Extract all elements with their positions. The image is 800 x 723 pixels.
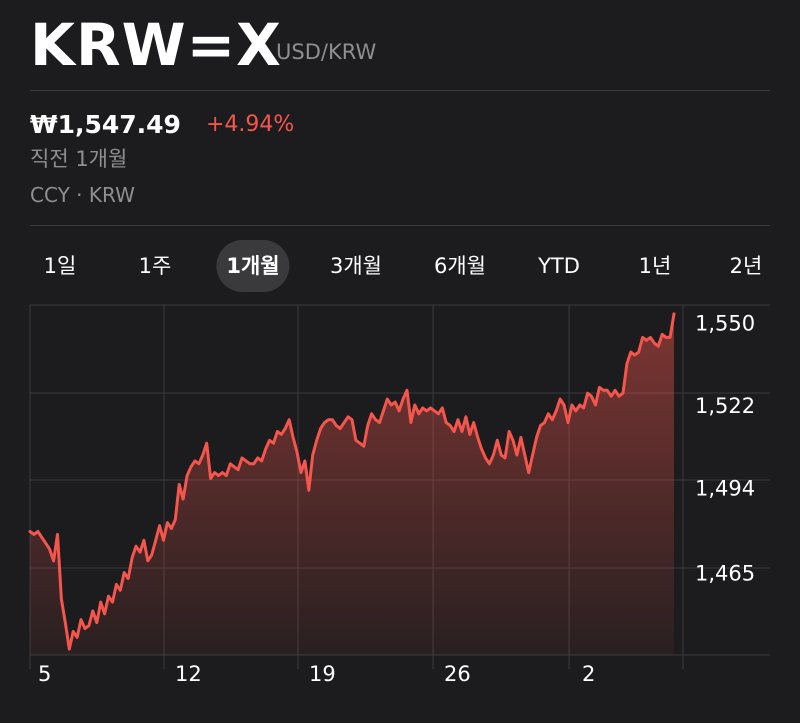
currency-meta: CCY · KRW [30, 183, 135, 207]
y-axis: 1,550 1,522 1,494 1,465 [695, 312, 755, 586]
x-tick-label: 2 [582, 662, 595, 686]
tab-2y[interactable]: 2년 [729, 254, 763, 278]
price-change: +4.94% [206, 112, 295, 137]
period-label: 직전 1개월 [30, 147, 128, 171]
header: KRW=X USD/KRW [30, 10, 770, 80]
tab-3m[interactable]: 3개월 [329, 254, 383, 278]
tab-ytd[interactable]: YTD [538, 254, 580, 278]
x-tick-label: 5 [38, 662, 51, 686]
x-tick-label: 26 [444, 662, 471, 686]
y-tick-label: 1,550 [695, 312, 755, 336]
tab-1y[interactable]: 1년 [638, 254, 672, 278]
tab-6m[interactable]: 6개월 [433, 254, 487, 278]
x-tick-label: 19 [309, 662, 336, 686]
price-line [28, 312, 676, 651]
ticker-symbol: KRW=X [30, 11, 282, 79]
tab-1d[interactable]: 1일 [43, 254, 77, 278]
current-price: ₩1,547.49 [30, 110, 181, 139]
x-axis: 5 12 19 26 2 [38, 662, 595, 686]
y-tick-label: 1,465 [695, 562, 755, 586]
divider [30, 90, 770, 91]
tab-1w[interactable]: 1주 [138, 254, 172, 278]
price-chart[interactable]: 1,550 1,522 1,494 1,465 5 12 19 26 2 [0, 300, 800, 723]
y-tick-label: 1,494 [695, 476, 755, 500]
x-tick-label: 12 [175, 662, 202, 686]
currency-pair: USD/KRW [276, 40, 377, 64]
y-tick-label: 1,522 [695, 394, 755, 418]
price-area [30, 313, 674, 655]
range-tabs: 1일 1주 1개월 3개월 6개월 YTD 1년 2년 [0, 240, 800, 292]
divider [30, 225, 770, 226]
tab-1m[interactable]: 1개월 [216, 240, 290, 292]
